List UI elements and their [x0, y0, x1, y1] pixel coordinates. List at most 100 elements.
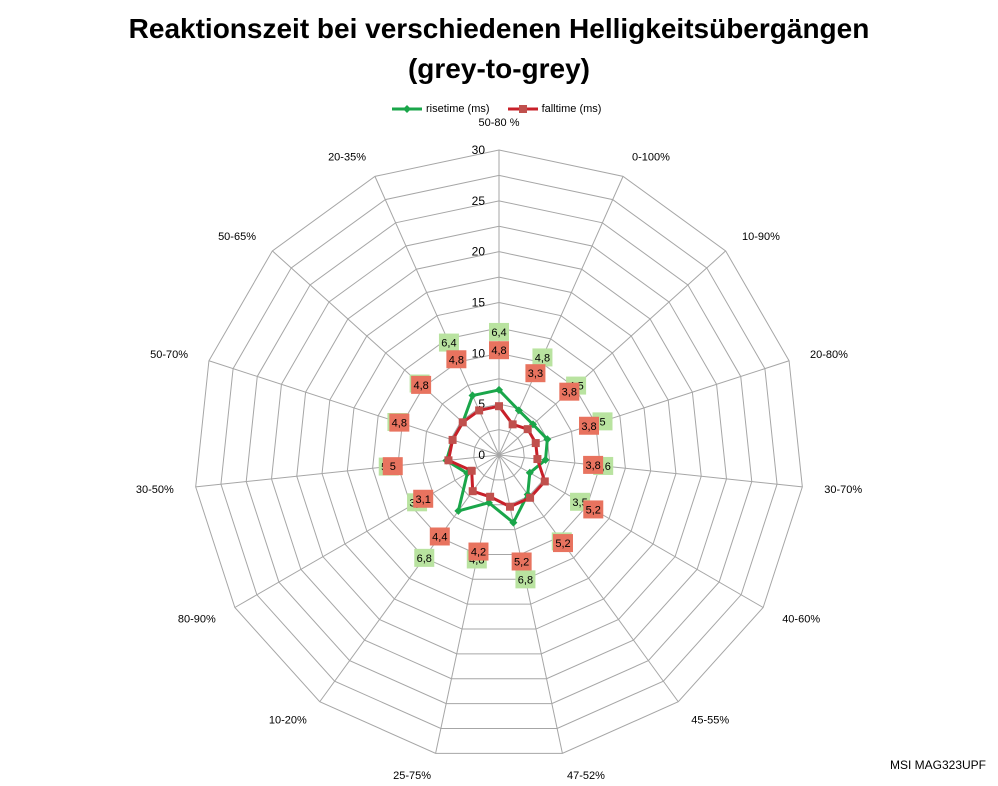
grid-ring	[321, 276, 677, 630]
grid-spoke	[234, 454, 500, 608]
risetime-data-label-bg	[438, 333, 459, 352]
category-label: 40-60%	[782, 614, 820, 626]
falltime-point	[526, 493, 535, 502]
chart-subtitle: (grey-to-grey)	[407, 53, 590, 84]
falltime-data-label: 5	[390, 461, 396, 473]
risetime-data-label-bg	[515, 570, 536, 589]
radial-tick-label: 15	[472, 296, 486, 310]
falltime-data-label-bg	[468, 542, 489, 561]
category-label: 10-90%	[742, 231, 780, 243]
risetime-point	[525, 468, 534, 477]
risetime-point	[541, 455, 550, 464]
legend-item-fall: falltime (ms)	[507, 103, 602, 115]
falltime-point	[523, 425, 532, 434]
falltime-point	[444, 456, 453, 465]
risetime-point	[543, 435, 552, 444]
radial-tick-label: 10	[472, 346, 486, 360]
falltime-data-label-bg	[382, 457, 403, 476]
category-label: 80-90%	[178, 614, 216, 626]
falltime-data-label: 3,3	[528, 368, 543, 380]
falltime-point	[505, 502, 514, 511]
legend-fall-marker	[507, 105, 538, 113]
category-label: 45-55%	[691, 715, 729, 727]
category-label: 20-35%	[328, 151, 366, 163]
risetime-point	[454, 506, 463, 515]
grid-spoke	[498, 454, 764, 608]
watermark: MSI MAG323UPF	[889, 758, 986, 772]
grid-spoke	[498, 250, 726, 456]
grid-ring	[372, 327, 626, 580]
risetime-data-label-bg	[532, 348, 553, 367]
risetime-point	[509, 518, 518, 527]
risetime-data-label: 5	[599, 416, 605, 428]
grid-spoke	[498, 454, 803, 488]
grid-ring	[346, 301, 652, 605]
risetime-data-label: 6,4	[491, 327, 506, 339]
falltime-data-label-bg	[579, 416, 600, 435]
risetime-data-label: 6,8	[417, 553, 432, 565]
grid-ring	[220, 174, 778, 729]
risetime-data-label-bg	[414, 548, 435, 567]
radial-tick-label: 5	[478, 397, 485, 411]
radial-tick-label: 0	[478, 448, 485, 462]
falltime-data-label: 3,8	[562, 387, 577, 399]
legend-rise-label: risetime (ms)	[426, 103, 490, 115]
falltime-data-label-bg	[489, 341, 509, 360]
falltime-data-label: 5,2	[514, 556, 529, 568]
falltime-data-label: 4,8	[449, 354, 464, 366]
falltime-point	[448, 435, 457, 444]
chart-legend: risetime (ms) falltime (ms)	[392, 101, 619, 117]
falltime-data-label-bg	[583, 455, 604, 474]
category-label: 30-70%	[824, 484, 862, 496]
falltime-data-label: 4,8	[392, 418, 407, 430]
falltime-data-label-bg	[511, 552, 532, 571]
falltime-point	[467, 466, 476, 475]
falltime-data-label-bg	[559, 382, 580, 401]
falltime-data-label: 4,8	[491, 345, 506, 357]
category-label: 50-80 %	[479, 117, 520, 129]
falltime-data-label: 3,8	[581, 421, 596, 433]
risetime-point	[514, 406, 523, 415]
falltime-point	[531, 439, 540, 448]
falltime-data-label-bg	[411, 375, 432, 394]
falltime-data-label-bg	[413, 489, 434, 508]
radial-tick-label: 20	[472, 245, 486, 259]
radial-tick-label: 30	[472, 143, 486, 157]
grid-ring	[473, 429, 525, 481]
falltime-data-label-bg	[389, 413, 410, 432]
falltime-data-label-bg	[583, 500, 604, 519]
grid-spoke	[319, 454, 500, 703]
risetime-data-label-bg	[489, 322, 509, 341]
falltime-point	[475, 406, 484, 415]
legend-item-rise: risetime (ms)	[392, 103, 490, 115]
radial-tick-label: 25	[472, 194, 486, 208]
category-label: 47-52%	[567, 770, 605, 782]
grid-ring	[270, 225, 728, 680]
category-label: 50-70%	[150, 349, 188, 361]
category-label: 50-65%	[218, 231, 256, 243]
category-label: 0-100%	[632, 151, 670, 163]
falltime-data-label: 3,1	[416, 494, 431, 506]
risetime-data-label: 4,8	[535, 352, 550, 364]
falltime-data-label: 4,2	[471, 547, 486, 559]
grid-ring	[245, 200, 753, 705]
falltime-point	[468, 487, 477, 496]
falltime-data-label: 3,8	[585, 460, 600, 472]
falltime-point	[533, 455, 542, 464]
grid-spoke	[195, 454, 500, 488]
category-label: 20-80%	[810, 349, 848, 361]
risetime-data-label: 6,4	[441, 338, 456, 350]
falltime-data-label: 5,2	[586, 504, 601, 516]
category-label: 30-50%	[136, 484, 174, 496]
falltime-data-label: 4,4	[432, 531, 447, 543]
falltime-point	[495, 402, 503, 411]
legend-rise-marker	[392, 105, 422, 113]
falltime-point	[508, 420, 517, 429]
legend-fall-label: falltime (ms)	[541, 103, 602, 115]
chart-title: Reaktionszeit bei verschiedenen Helligke…	[128, 13, 870, 44]
falltime-point	[540, 477, 549, 486]
grid-ring	[296, 251, 702, 655]
grid-ring	[397, 352, 601, 555]
grid-ring	[422, 378, 576, 531]
